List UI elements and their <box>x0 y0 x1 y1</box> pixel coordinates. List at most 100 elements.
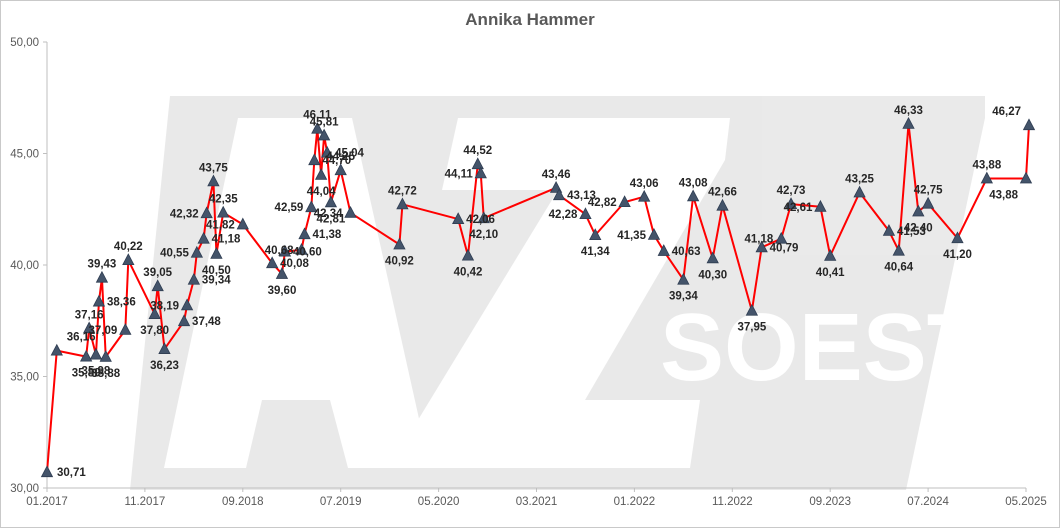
data-label: 35,98 <box>82 366 111 378</box>
data-point-marker <box>210 246 223 259</box>
data-labels: 30,71 36,16 35,89 37,16 35,98 38,36 39,43 35,88… <box>57 105 1021 479</box>
data-point-marker <box>320 145 334 158</box>
data-label: 43,75 <box>199 162 228 174</box>
data-point-marker <box>187 272 201 285</box>
data-label: 42,40 <box>904 222 933 234</box>
data-label: 40,30 <box>698 269 727 281</box>
y-tick-label: 45,00 <box>10 149 39 161</box>
data-label: 45,04 <box>335 148 364 160</box>
data-label: 42,34 <box>314 208 343 220</box>
data-label: 43,88 <box>989 189 1018 201</box>
data-point-marker <box>122 253 135 265</box>
data-point-marker <box>452 212 465 224</box>
data-label: 42,75 <box>914 185 943 197</box>
data-label: 43,25 <box>845 174 874 186</box>
data-point-marker <box>158 342 171 354</box>
data-point-marker <box>461 248 475 261</box>
data-point-marker <box>236 217 249 230</box>
data-point-marker <box>902 116 915 129</box>
data-point-marker <box>579 207 592 220</box>
data-label: 41,53 <box>897 226 926 238</box>
data-label: 36,16 <box>67 332 96 344</box>
data-label: 37,95 <box>737 322 766 334</box>
data-label: 43,06 <box>630 178 659 190</box>
data-label: 40,92 <box>385 255 414 267</box>
x-tick-label: 07.2024 <box>907 496 949 508</box>
data-label: 30,71 <box>57 467 86 479</box>
data-point-marker <box>393 237 406 250</box>
data-point-marker <box>119 323 132 335</box>
data-point-marker <box>298 227 311 240</box>
data-label: 44,52 <box>463 145 492 157</box>
data-point-marker <box>207 174 220 187</box>
data-point-marker <box>980 171 994 184</box>
data-point-marker <box>314 168 328 180</box>
data-point-marker <box>344 205 357 218</box>
data-label: 35,89 <box>72 368 101 380</box>
data-point-marker <box>317 128 331 141</box>
data-point-marker <box>912 204 925 217</box>
data-label: 36,23 <box>150 360 179 372</box>
data-label: 40,55 <box>160 248 189 260</box>
data-point-marker <box>755 240 768 253</box>
data-point-marker <box>1019 171 1033 184</box>
data-label: 40,79 <box>770 242 799 254</box>
data-point-marker <box>686 189 700 202</box>
data-label: 40,64 <box>884 262 913 274</box>
data-point-marker <box>824 248 837 261</box>
data-label: 42,10 <box>469 229 498 241</box>
x-tick-label: 11.2022 <box>712 496 753 508</box>
data-point-marker <box>197 231 210 244</box>
data-point-marker <box>706 251 719 264</box>
data-point-marker <box>716 198 729 211</box>
series-line <box>46 122 1030 473</box>
data-label: 41,18 <box>212 234 241 246</box>
data-point-marker <box>148 307 161 319</box>
data-point-marker <box>882 224 896 236</box>
data-point-marker <box>151 279 164 292</box>
data-label: 42,35 <box>209 194 238 206</box>
data-point-marker <box>99 350 112 362</box>
data-label: 46,11 <box>303 110 332 122</box>
x-tick-label: 07.2019 <box>320 496 362 508</box>
data-label: 40,42 <box>454 267 483 279</box>
data-label: 40,68 <box>265 245 294 257</box>
data-point-marker <box>92 294 106 307</box>
data-point-marker <box>324 195 338 208</box>
data-label: 41,82 <box>206 219 235 231</box>
data-label: 35,88 <box>91 368 120 380</box>
data-point-marker <box>951 231 964 244</box>
data-point-marker <box>471 157 484 170</box>
data-label: 42,59 <box>275 202 304 214</box>
data-label: 42,66 <box>708 187 737 199</box>
data-label: 40,08 <box>280 258 309 270</box>
data-point-marker <box>40 465 54 478</box>
data-label: 38,36 <box>107 297 136 309</box>
data-point-marker <box>89 347 103 360</box>
data-label: 37,48 <box>192 316 221 328</box>
data-label: 44,04 <box>307 186 336 198</box>
data-label: 42,61 <box>784 202 813 214</box>
data-point-marker <box>266 256 279 269</box>
data-point-marker <box>775 231 788 244</box>
data-point-marker <box>177 314 191 327</box>
data-label: 41,20 <box>943 249 972 261</box>
y-tick-label: 35,00 <box>10 372 39 384</box>
data-label: 39,34 <box>669 291 698 303</box>
data-point-marker <box>295 242 308 255</box>
data-point-marker <box>474 166 487 179</box>
data-label: 45,81 <box>310 116 339 128</box>
data-label: 42,28 <box>549 209 578 221</box>
data-point-marker <box>589 228 602 241</box>
x-tick-label: 09.2023 <box>809 496 851 508</box>
y-tick-label: 40,00 <box>10 260 39 272</box>
data-label: 42,73 <box>777 185 806 197</box>
data-label: 43,13 <box>567 190 596 202</box>
data-label: 39,05 <box>143 267 172 279</box>
data-label: 43,46 <box>542 169 571 181</box>
watermark-logo: SOEST <box>130 96 985 490</box>
data-point-marker <box>334 163 347 176</box>
data-label: 39,34 <box>202 275 231 287</box>
y-tick-label: 30,00 <box>10 483 39 495</box>
